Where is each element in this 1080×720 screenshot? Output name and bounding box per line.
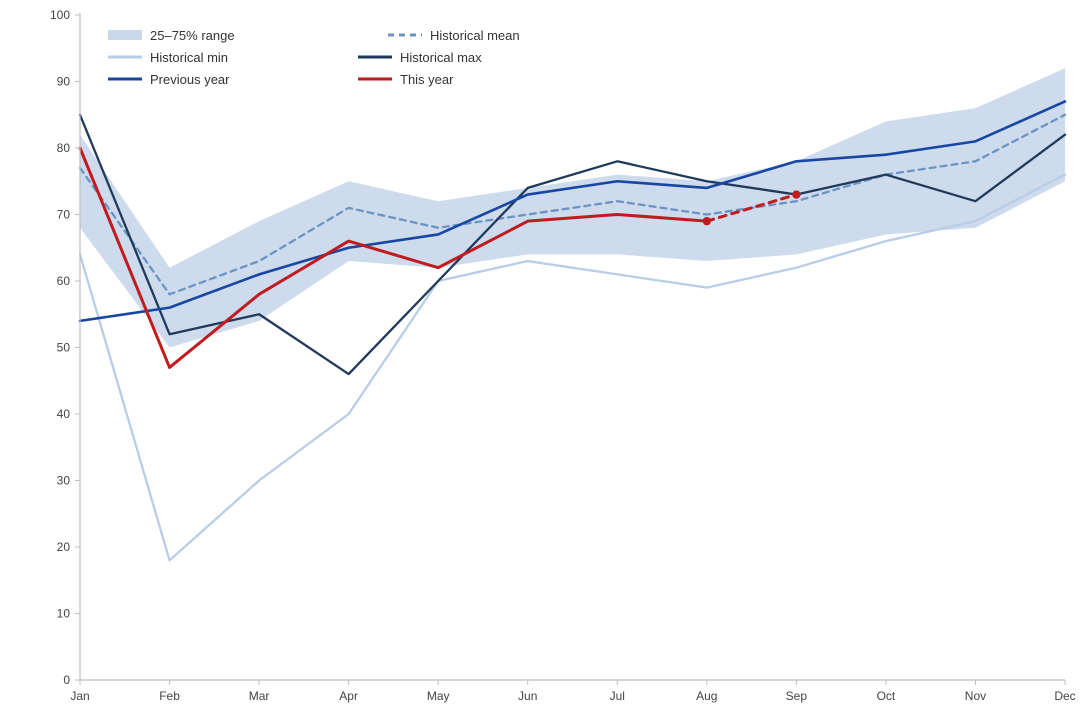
y-tick-label: 40 (57, 407, 71, 421)
x-tick-label: Jun (518, 689, 537, 703)
y-tick-label: 60 (57, 274, 71, 288)
legend-swatch-min (108, 50, 142, 64)
legend-item-band: 25–75% range (108, 24, 368, 46)
x-tick-label: Jul (610, 689, 625, 703)
y-tick-label: 90 (57, 75, 71, 89)
x-tick-label: Mar (249, 689, 270, 703)
line-chart: 0 10 20 30 40 50 60 70 80 90 100 Jan Feb Mar Apr May Jun… (0, 0, 1080, 720)
x-tick-label: Sep (786, 689, 808, 703)
legend-label: Historical mean (430, 28, 520, 43)
x-tick-label: May (427, 689, 450, 703)
y-tick-label: 0 (63, 673, 70, 687)
x-tick-label: Aug (696, 689, 717, 703)
legend-label: This year (400, 72, 453, 87)
chart-legend: 25–75% range Historical mean Historical mi… (108, 24, 828, 90)
legend-label: Previous year (150, 72, 229, 87)
y-tick-label: 20 (57, 540, 71, 554)
legend-item-max: Historical max (358, 46, 618, 68)
legend-swatch-max (358, 50, 392, 64)
y-tick-label: 30 (57, 474, 71, 488)
legend-item-prev_year: Previous year (108, 68, 338, 90)
x-tick-label: Jan (70, 689, 89, 703)
legend-label: Historical max (400, 50, 482, 65)
x-tick-label: Nov (965, 689, 986, 703)
legend-swatch-mean (388, 28, 422, 42)
legend-label: Historical min (150, 50, 228, 65)
y-tick-label: 80 (57, 141, 71, 155)
y-tick-label: 70 (57, 208, 71, 222)
legend-item-current: This year (358, 68, 588, 90)
legend-item-min: Historical min (108, 46, 338, 68)
x-tick-label: Apr (339, 689, 358, 703)
series-current-proj-marker (703, 217, 711, 225)
legend-swatch-band (108, 28, 142, 42)
x-tick-label: Dec (1054, 689, 1075, 703)
legend-item-mean: Historical mean (388, 24, 618, 46)
legend-swatch-current (358, 72, 392, 86)
legend-label: 25–75% range (150, 28, 235, 43)
x-tick-label: Oct (877, 689, 896, 703)
series-current-proj-marker (792, 190, 800, 198)
y-tick-label: 100 (50, 8, 70, 22)
x-tick-label: Feb (159, 689, 180, 703)
y-tick-label: 50 (57, 341, 71, 355)
legend-swatch-prev_year (108, 72, 142, 86)
y-tick-label: 10 (57, 607, 71, 621)
chart-canvas: 0 10 20 30 40 50 60 70 80 90 100 Jan Feb Mar Apr May Jun… (0, 0, 1080, 720)
